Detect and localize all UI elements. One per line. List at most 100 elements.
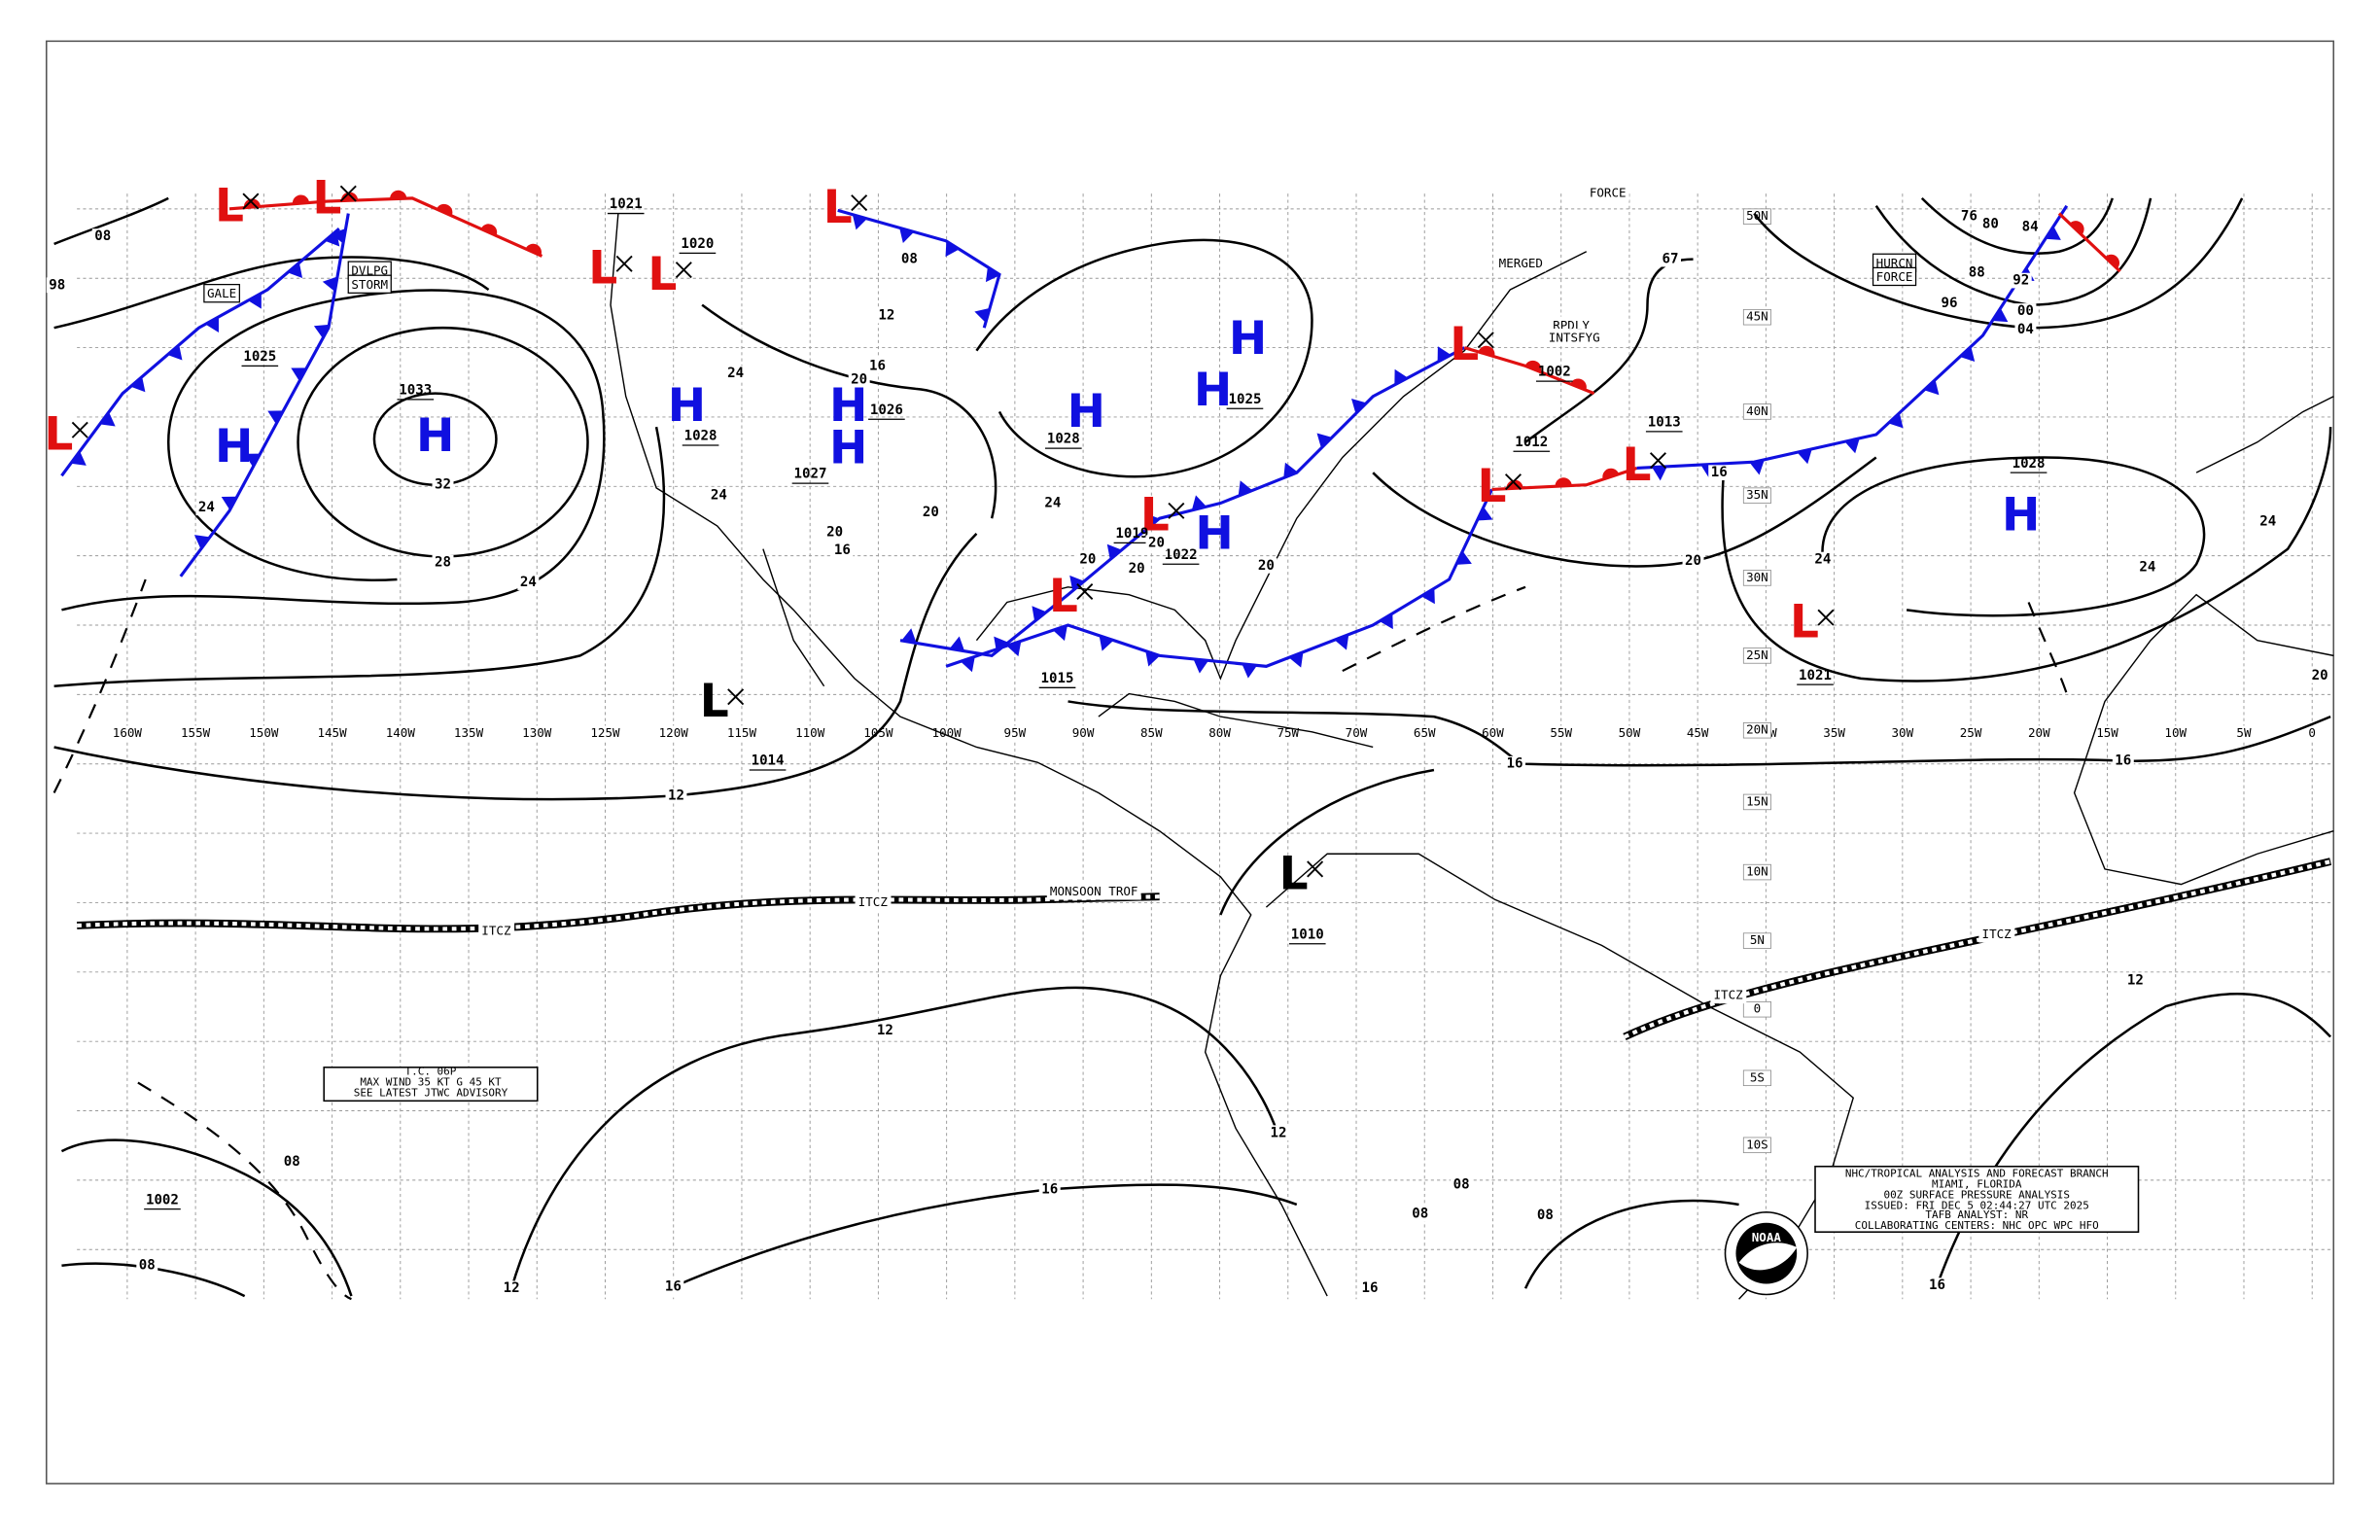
isobar-label-bg <box>1979 216 2002 232</box>
cold-front-barb <box>1145 650 1161 667</box>
lon-label-bg <box>110 725 145 742</box>
isobar-label-bg <box>501 1280 523 1297</box>
isobar-label: 04 <box>2017 322 2034 337</box>
isobar-label: 20 <box>923 505 939 520</box>
lon-label-bg <box>2022 725 2056 742</box>
isobar-label: 12 <box>878 308 894 324</box>
cold-front <box>945 488 1493 668</box>
info-line: TAFB ANALYST: NR <box>1925 1208 2028 1221</box>
annotation-bg <box>1046 882 1141 900</box>
isobar-label: 24 <box>1044 496 1061 511</box>
lon-label-bg <box>1885 725 1920 742</box>
tc-advisory-box: T.C. 06P MAX WIND 35 KT G 45 KT SEE LATE… <box>323 1066 539 1102</box>
pressure-center: H <box>215 420 253 473</box>
isobar <box>61 1262 246 1298</box>
lon-label-bg <box>588 725 622 742</box>
warm-front-bump <box>1478 345 1495 357</box>
warm-front <box>1491 466 1638 491</box>
isobar-label-bg <box>1811 551 1834 568</box>
isobar-label: 08 <box>139 1258 156 1274</box>
cold-front-barb <box>1316 433 1333 448</box>
lon-label: 65W <box>1414 725 1436 740</box>
cold-front-barb <box>1420 588 1435 605</box>
isobar-label-bg <box>1939 296 1960 311</box>
center-pressure: 1002 <box>146 1192 179 1208</box>
isobar-label-bg <box>2019 219 2042 235</box>
annotation-bg <box>1710 986 1747 1004</box>
isobar-label: 08 <box>1453 1177 1470 1193</box>
isobar-label-bg <box>2136 559 2158 576</box>
isobar-label-bg <box>2257 513 2279 530</box>
pressure-center: L <box>1790 596 1819 649</box>
cold-front-barb <box>1959 346 1976 363</box>
lat-label: 35N <box>1746 487 1768 502</box>
isobar-label: 16 <box>1362 1280 1379 1296</box>
info-line: COLLABORATING CENTERS: NHC OPC WPC HFO <box>1855 1219 2099 1232</box>
annotation: GALE <box>207 286 236 300</box>
lat-label-bg <box>1742 308 1771 326</box>
lat-label: 5N <box>1750 932 1765 947</box>
fronts <box>60 190 2121 679</box>
isobar-label: 08 <box>284 1154 300 1170</box>
isobar <box>61 289 606 612</box>
isobar-label: 24 <box>2259 513 2276 529</box>
cold-front-barb <box>205 316 219 333</box>
isobar-label: 16 <box>1929 1278 1945 1293</box>
center-x <box>71 421 88 438</box>
coast-africa <box>2073 593 2334 886</box>
isobar-label-bg <box>1076 551 1099 568</box>
lat-label: 45N <box>1746 309 1768 324</box>
isobar-label-bg <box>708 487 730 504</box>
isobar <box>1219 768 1435 916</box>
cold-front-barb <box>322 276 338 292</box>
annotation-bg <box>347 274 392 294</box>
cold-front-barb <box>1288 651 1304 668</box>
cold-front <box>837 208 1001 329</box>
isobar-label: 80 <box>1982 217 1999 232</box>
lat-lon-grid: 160W 155W 150W 145W 140W 135W 130W 125W 120W 115W… <box>77 193 2331 1300</box>
annotation: INTSFYG <box>1549 331 1600 345</box>
center-pressure: 1028 <box>2012 456 2046 472</box>
cold-front-barb <box>244 453 261 468</box>
isobar-label-bg <box>662 1278 684 1295</box>
lat-label-bg <box>1742 403 1771 420</box>
lat-label: 10S <box>1746 1137 1768 1151</box>
lon-label: 60W <box>1482 725 1504 740</box>
pressure-center: L <box>1478 460 1507 513</box>
warm-front-bump <box>2069 221 2084 235</box>
center-pressure: 1012 <box>1515 435 1548 450</box>
isobar-label: 84 <box>2022 220 2039 235</box>
logo-text: NOAA <box>1752 1230 1782 1244</box>
lon-label-bg <box>1135 725 1169 742</box>
isobar-label-bg <box>1682 553 1704 569</box>
warm-front-bump <box>2105 254 2120 269</box>
isobar-label: 24 <box>711 488 727 504</box>
cold-front-barb <box>1069 575 1085 591</box>
isobar-label: 20 <box>2312 668 2328 683</box>
center-x <box>1504 473 1522 491</box>
cold-front-barb <box>1844 438 1860 454</box>
noaa-logo: NOAA <box>1724 1211 1808 1296</box>
lat-label-bg <box>1742 570 1771 586</box>
center-pressure: 1013 <box>1648 414 1681 430</box>
isobar-label-bg <box>1255 558 1278 574</box>
annotation: FORCE <box>1876 269 1913 284</box>
isobar-label-bg <box>920 505 942 520</box>
warm-front <box>228 196 543 258</box>
cold-front-barb <box>267 410 284 425</box>
lat-label-bg <box>1742 793 1771 811</box>
isobar-label-bg <box>2112 752 2134 769</box>
coast-gulf-east <box>975 251 1588 681</box>
caribbean <box>1098 692 1374 749</box>
cold-front-barb <box>1006 641 1022 657</box>
isobar <box>53 426 666 687</box>
lon-label-bg <box>178 725 213 742</box>
isobar-label: 92 <box>2012 273 2029 289</box>
tc-line: MAX WIND 35 KT G 45 KT <box>360 1076 502 1089</box>
center-x <box>1649 452 1666 470</box>
isobar-label: 12 <box>668 788 684 804</box>
isobar-label-bg <box>874 1023 896 1039</box>
trough <box>137 1081 352 1301</box>
isobar-label: 08 <box>1412 1206 1428 1221</box>
